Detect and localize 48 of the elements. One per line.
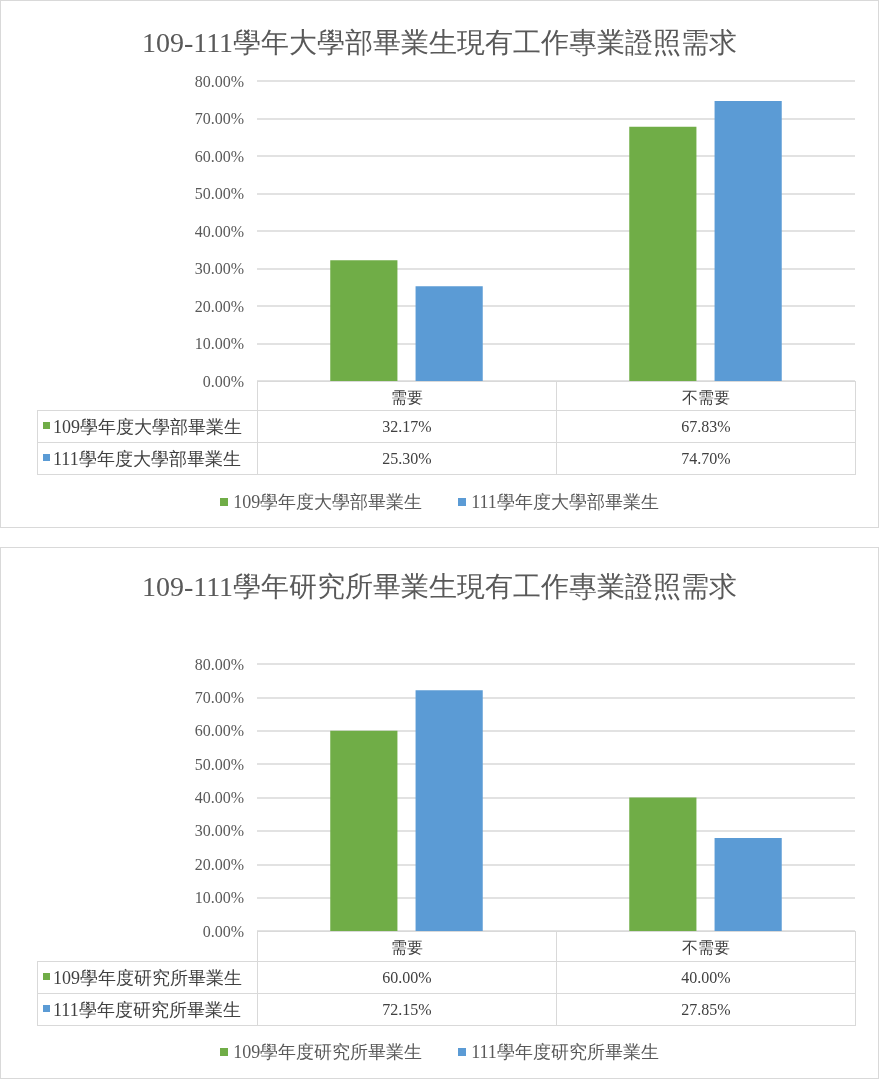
y-tick-label: 80.00% [194,655,244,673]
y-tick-label: 30.00% [194,260,244,277]
legend-label: 111學年度研究所畢業生 [471,1041,659,1064]
y-tick-label: 50.00% [194,185,244,202]
bar [415,690,483,931]
y-tick-label: 20.00% [194,297,244,315]
y-tick-label: 70.00% [194,110,244,127]
y-tick-label: 60.00% [194,722,244,740]
text: 109學年度大學部畢業生 [233,492,423,512]
bar [629,797,697,931]
y-tick-label: 0.00% [202,922,244,940]
bar [714,838,782,931]
chart-title: 109-111學年研究所畢業生現有工作專業證照需求 [141,570,738,602]
y-tick-label: 0.00% [202,372,244,390]
legend-label: 109學年度大學部畢業生 [53,416,242,437]
data-label: 74.70% [556,442,856,475]
y-tick-label: 30.00% [194,822,244,840]
text: 109學年度研究所畢業生 [233,1042,423,1062]
legend-label: 111學年度大學部畢業生 [471,491,659,514]
data-label: 67.83% [556,410,856,443]
y-tick-label: 10.00% [194,335,244,352]
text: 111學年度大學部畢業生 [53,448,241,469]
y-tick-label: 40.00% [194,789,244,806]
data-label: 32.17% [257,410,557,443]
data-label: 27.85% [556,993,856,1026]
x-tick-label: 需要 [390,938,423,956]
x-tick-label: 需要 [390,388,423,406]
data-label: 25.30% [257,442,557,475]
legend-label: 109學年度研究所畢業生 [53,967,242,988]
y-tick-label: 80.00% [194,72,244,90]
data-label: 40.00% [556,961,856,994]
data-label: 60.00% [257,961,557,994]
x-tick-label: 不需要 [681,938,730,956]
chart-title: 109-111學年大學部畢業生現有工作專業證照需求 [141,26,738,58]
y-tick-label: 40.00% [194,222,244,240]
bar [415,286,483,381]
data-label: 72.15% [257,993,557,1026]
bar [330,730,398,931]
y-tick-label: 20.00% [194,855,244,873]
bar [714,100,782,381]
y-tick-label: 10.00% [194,889,244,907]
bar [629,126,697,381]
bar [330,260,398,381]
y-tick-label: 70.00% [194,688,244,706]
y-tick-label: 60.00% [194,147,244,165]
text: 111學年度研究所畢業生 [53,999,241,1020]
x-tick-label: 不需要 [681,388,730,406]
y-tick-label: 50.00% [194,755,244,773]
